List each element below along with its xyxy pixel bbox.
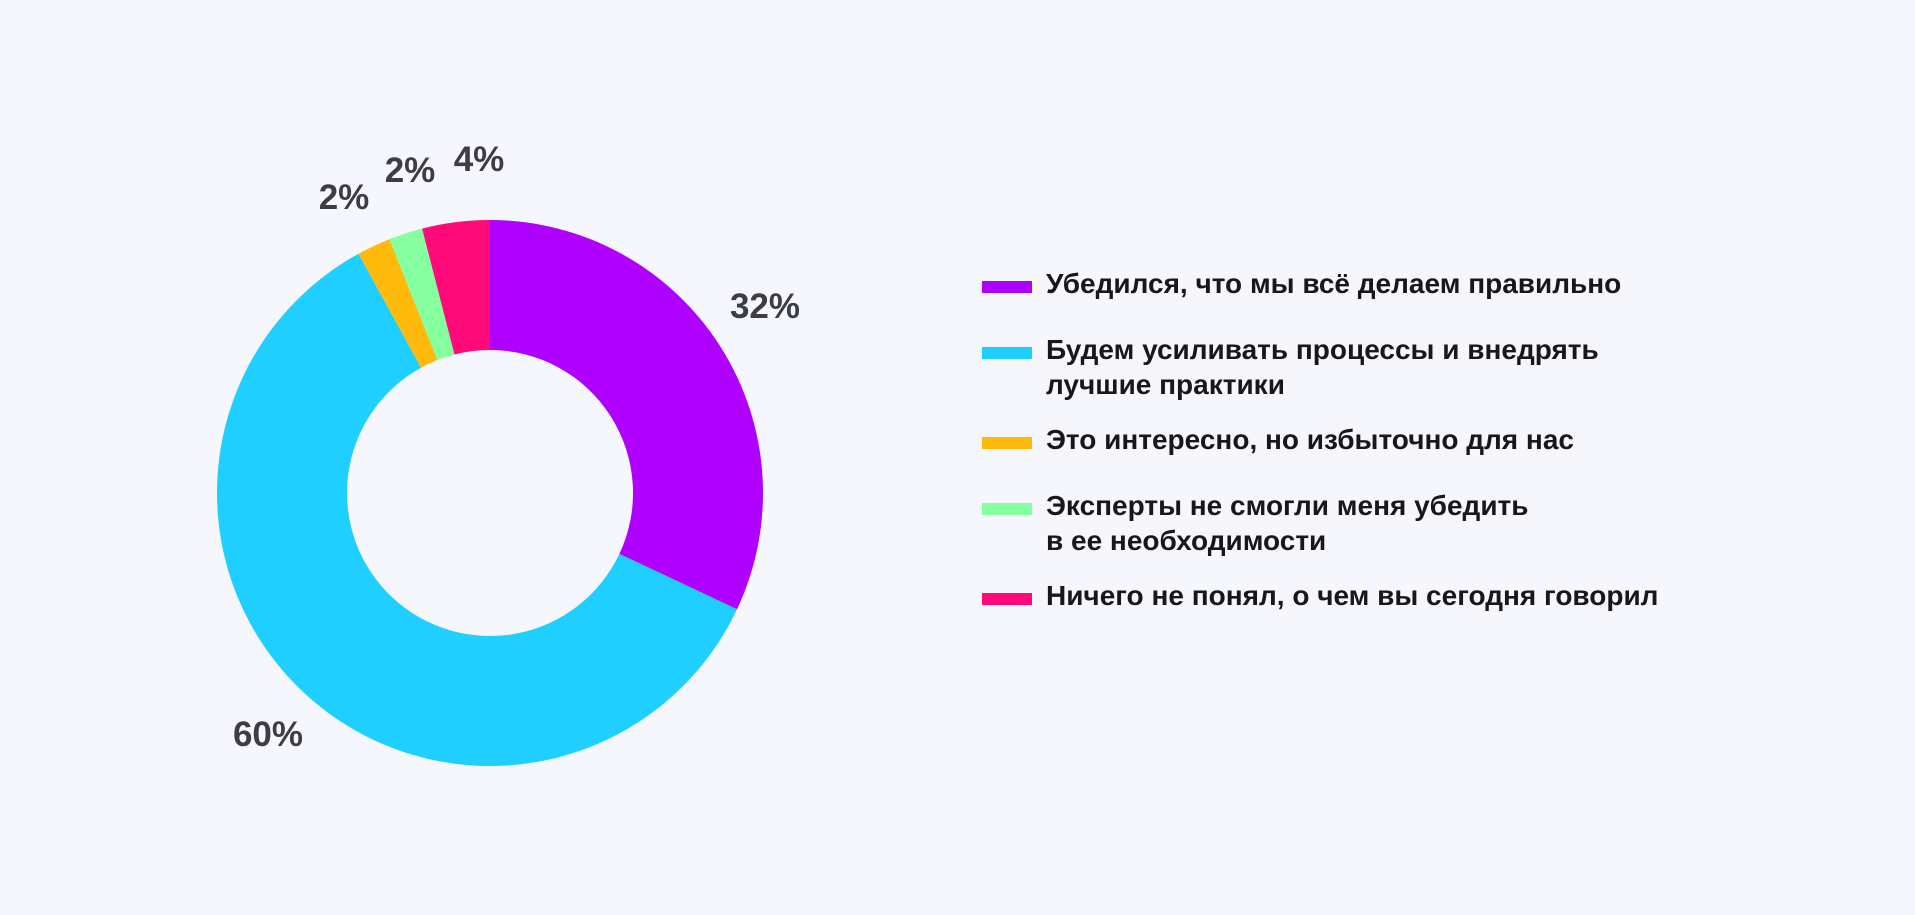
legend-swatch-4 bbox=[982, 503, 1032, 515]
legend-swatch-2 bbox=[982, 347, 1032, 359]
legend-swatch-1 bbox=[982, 281, 1032, 293]
legend-item-5: Ничего не понял, о чем вы сегодня говори… bbox=[982, 578, 1658, 613]
legend-item-3: Это интересно, но избыточно для нас bbox=[982, 422, 1574, 457]
slice-value-label-4: 2% bbox=[385, 151, 436, 190]
donut-slice-3 bbox=[358, 239, 438, 368]
legend-label-2: Будем усиливать процессы и внедрять лучш… bbox=[1046, 334, 1599, 400]
legend-label-4: Эксперты не смогли меня убедить в ее нео… bbox=[1046, 490, 1529, 556]
donut-slice-2 bbox=[216, 253, 738, 767]
slice-value-label-5: 4% bbox=[454, 140, 505, 179]
donut-slice-5 bbox=[422, 220, 490, 355]
slice-value-label-3: 2% bbox=[319, 178, 370, 217]
slice-value-label-1: 32% bbox=[730, 287, 800, 326]
legend-label-3: Это интересно, но избыточно для нас bbox=[1046, 424, 1574, 455]
legend-swatch-5 bbox=[982, 593, 1032, 605]
donut-slice-4 bbox=[389, 228, 455, 361]
legend-label-5: Ничего не понял, о чем вы сегодня говори… bbox=[1046, 580, 1659, 611]
legend-item-2: Будем усиливать процессы и внедрять лучш… bbox=[982, 332, 1599, 402]
legend-swatch-3 bbox=[982, 437, 1032, 449]
donut-slice-1 bbox=[490, 220, 763, 610]
legend-item-4: Эксперты не смогли меня убедить в ее нео… bbox=[982, 488, 1528, 558]
legend-label-1: Убедился, что мы всё делаем правильно bbox=[1046, 268, 1622, 299]
slice-value-label-2: 60% bbox=[233, 715, 303, 754]
legend-item-1: Убедился, что мы всё делаем правильно bbox=[982, 266, 1621, 301]
